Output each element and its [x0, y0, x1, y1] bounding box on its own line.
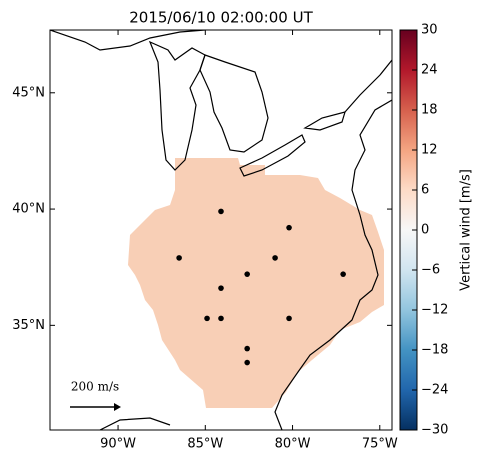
x-tick-label: 80°W [275, 437, 311, 452]
y-tick-label: 45°N [12, 85, 45, 100]
colorbar-tick-label: −18 [421, 343, 448, 358]
y-tick-label: 40°N [12, 202, 45, 217]
colorbar-tick-label: 24 [421, 63, 438, 78]
colorbar-label: Vertical wind [m/s] [459, 169, 474, 291]
colorbar-tick-label: −30 [421, 423, 448, 438]
east-coast [274, 99, 392, 430]
station [286, 224, 292, 231]
gulf-coast [99, 417, 171, 430]
lake-superior-shore [50, 30, 206, 51]
colorbar-tick-label: −12 [421, 303, 448, 318]
station [244, 359, 250, 366]
station [218, 285, 224, 291]
map [50, 30, 392, 430]
colorbar-tick-label: 30 [421, 23, 438, 38]
colorbar-tick-label: −6 [421, 263, 440, 278]
y-tick-label: 35°N [12, 318, 45, 333]
colorbar-tick-label: 0 [421, 223, 429, 238]
scale-label: 200 m/s [71, 380, 119, 394]
station [244, 345, 250, 352]
colorbar-tick-label: 6 [421, 183, 429, 198]
lake-ontario [303, 111, 346, 131]
wind-field [128, 158, 384, 408]
station [244, 271, 250, 277]
station [176, 255, 182, 261]
station [204, 315, 210, 322]
colorbar-tick-label: 12 [421, 143, 438, 158]
lake-huron [199, 54, 269, 153]
lake-michigan [148, 40, 206, 171]
x-tick-label: 90°W [100, 437, 136, 452]
map-frame [49, 29, 393, 431]
chart-title: 2015/06/10 02:00:00 UT [129, 9, 313, 27]
colorbar-tick-label: −24 [421, 383, 448, 398]
x-tick-label: 75°W [362, 437, 398, 452]
station [340, 271, 346, 277]
scale-arrow-head [114, 403, 121, 411]
station [218, 208, 224, 215]
lake-erie [239, 134, 306, 177]
station [272, 255, 278, 261]
station [286, 315, 292, 322]
colorbar-tick-label: 18 [421, 103, 438, 118]
station [218, 315, 224, 322]
st-lawrence [344, 59, 392, 113]
x-tick-label: 85°W [187, 437, 223, 452]
